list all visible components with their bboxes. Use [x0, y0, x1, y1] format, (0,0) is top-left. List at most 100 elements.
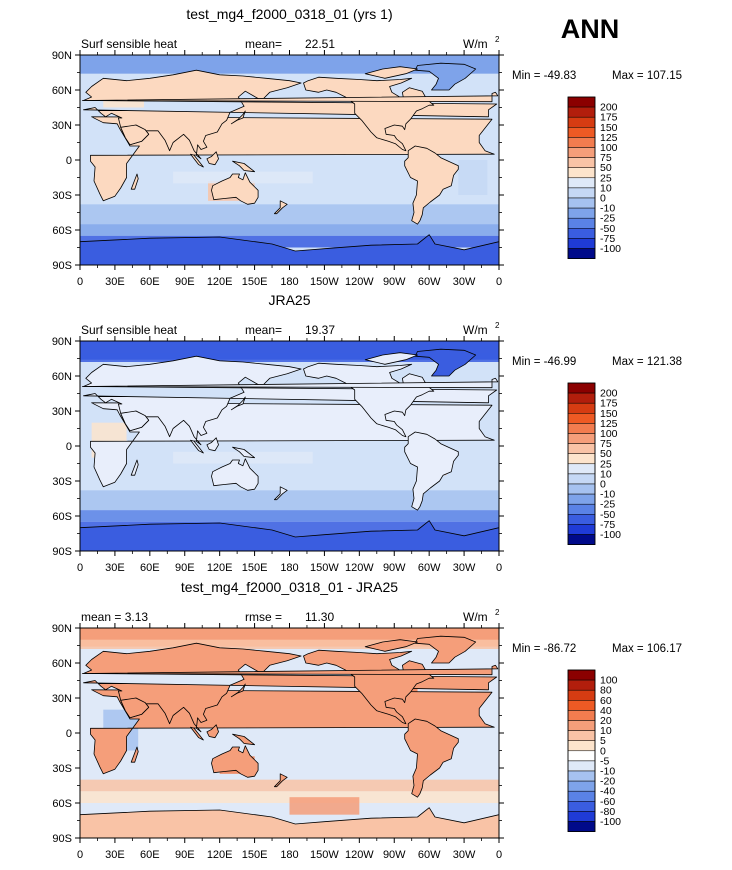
colorbar-swatch — [567, 392, 596, 404]
coastline-southAmerica — [404, 431, 459, 511]
colorbar-swatch — [567, 217, 596, 229]
lon-tick-label: 150W — [310, 849, 339, 861]
colorbar-level-label: -10 — [600, 489, 615, 501]
colorbar-swatch — [567, 514, 596, 525]
lat-tick-label: 30S — [52, 763, 72, 775]
coastline-islandsArctic — [364, 66, 418, 79]
min-label: Min = -49.83 — [512, 70, 576, 82]
contour-patch — [80, 779, 499, 792]
lon-tick-label: 120E — [207, 276, 233, 288]
lon-tick-label: 180 — [280, 562, 298, 574]
coastline-madagascar — [130, 173, 139, 190]
lon-tick-label: 150E — [242, 276, 268, 288]
contour-patch — [80, 352, 499, 362]
coastline-northAmerica — [303, 362, 435, 438]
coastline-borneo — [206, 151, 219, 166]
lon-tick-label: 120E — [207, 849, 233, 861]
colorbar-swatch — [567, 116, 596, 128]
units-label: W/m — [463, 610, 488, 624]
colorbar-swatch — [567, 382, 596, 394]
colorbar-level-label: -100 — [600, 529, 621, 541]
colorbar-swatch — [567, 207, 596, 219]
map-panel: test_mg4_f2000_0318_01 (yrs 1) Surf sensi… — [52, 6, 682, 288]
map-field — [80, 55, 499, 265]
units-superscript: 2 — [495, 608, 500, 617]
map-field — [80, 628, 499, 838]
colorbar-level-label: -80 — [600, 806, 615, 818]
coastline-antarctica — [80, 520, 499, 551]
colorbar-swatch — [567, 402, 596, 414]
colorbar-swatch — [567, 790, 596, 802]
colorbar-swatch — [567, 463, 596, 475]
lat-tick-label: 90N — [52, 336, 72, 348]
colorbar-level-label: 20 — [600, 715, 612, 727]
lat-tick-label: 60S — [52, 511, 72, 523]
center-label-name: rmse = — [245, 610, 282, 624]
lon-tick-label: 0 — [77, 276, 83, 288]
colorbar-swatch — [567, 760, 596, 772]
colorbar-swatch — [567, 197, 596, 209]
lon-tick-label: 60E — [140, 562, 160, 574]
coastline-newZealand — [273, 486, 288, 501]
colorbar-level-label: 100 — [600, 142, 618, 154]
lon-tick-label: 0 — [77, 849, 83, 861]
coastline-australia — [211, 458, 259, 491]
colorbar-swatch — [567, 524, 596, 535]
lon-tick-label: 60W — [418, 849, 441, 861]
lon-tick-label: 30W — [453, 562, 476, 574]
colorbar-level-label: 125 — [600, 132, 618, 144]
coastline-southAmerica — [404, 718, 459, 798]
lat-tick-label: 90N — [52, 50, 72, 62]
contour-patch — [80, 224, 499, 236]
lon-tick-label: 0 — [496, 562, 502, 574]
lat-tick-label: 60N — [52, 658, 72, 670]
units-superscript: 2 — [495, 35, 500, 44]
season-label: ANN — [560, 14, 620, 44]
colorbar-swatch — [567, 534, 596, 545]
colorbar-swatch — [567, 811, 596, 822]
colorbar-level-label: -75 — [600, 233, 615, 245]
lon-tick-label: 30E — [105, 562, 125, 574]
lat-tick-label: 90S — [52, 833, 72, 845]
lat-tick-label: 60S — [52, 225, 72, 237]
colorbar-swatch — [567, 106, 596, 118]
colorbar-swatch — [567, 157, 596, 168]
panel-title: test_mg4_f2000_0318_01 (yrs 1) — [186, 6, 392, 22]
left-label: mean = 3.13 — [81, 610, 148, 624]
min-label: Min = -46.99 — [512, 356, 576, 368]
colorbar-swatch — [567, 493, 596, 505]
colorbar-swatch — [567, 679, 596, 691]
colorbar-level-label: 60 — [600, 695, 612, 707]
colorbar-level-label: 125 — [600, 418, 618, 430]
colorbar-swatch — [567, 423, 596, 434]
lon-tick-label: 120W — [345, 849, 374, 861]
coastline-borneo — [206, 724, 219, 739]
colorbar-level-label: 200 — [600, 388, 618, 400]
colorbar-level-label: 10 — [600, 725, 612, 737]
coastline-japan — [230, 396, 246, 411]
contour-patch — [173, 171, 313, 184]
coastline-australia — [211, 172, 259, 205]
colorbar-swatch — [567, 413, 596, 424]
lon-tick-label: 150W — [310, 276, 339, 288]
units-superscript: 2 — [495, 321, 500, 330]
units-label: W/m — [463, 323, 488, 337]
lon-tick-label: 60W — [418, 562, 441, 574]
lat-tick-label: 90N — [52, 623, 72, 635]
lat-tick-label: 30N — [52, 693, 72, 705]
lat-tick-label: 60S — [52, 798, 72, 810]
lon-tick-label: 90W — [383, 849, 406, 861]
coastline-sumatra — [190, 726, 204, 741]
colorbar-level-label: 10 — [600, 468, 612, 480]
colorbar-swatch — [567, 187, 596, 199]
colorbar-swatch — [567, 433, 596, 444]
colorbar-level-label: -20 — [600, 776, 615, 788]
lat-tick-label: 0 — [66, 441, 72, 453]
contour-patch — [80, 204, 499, 225]
max-label: Max = 107.15 — [612, 70, 682, 82]
coastline-arabiaFix — [120, 697, 150, 719]
contour-patch — [80, 639, 499, 649]
lon-tick-label: 0 — [496, 849, 502, 861]
center-label-value: 22.51 — [305, 37, 335, 51]
coastline-greenland — [414, 348, 477, 377]
